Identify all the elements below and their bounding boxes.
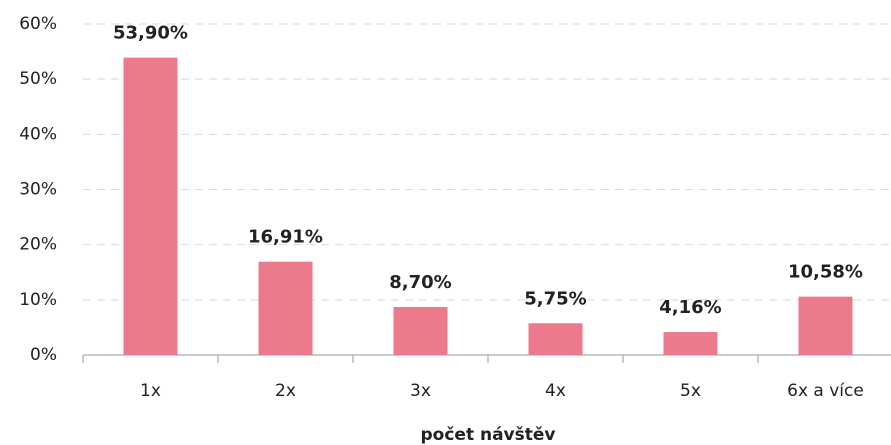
y-tick-label: 60% — [19, 14, 57, 34]
bar — [798, 296, 853, 355]
bar — [393, 307, 448, 355]
x-tick-label: 4x — [545, 381, 566, 401]
x-tick-label: 5x — [680, 381, 701, 401]
y-tick-label: 40% — [19, 124, 57, 144]
x-tick-label: 3x — [410, 381, 431, 401]
x-tick-label: 6x a více — [787, 381, 864, 401]
x-tick-label: 2x — [275, 381, 296, 401]
y-tick-label: 10% — [19, 290, 57, 310]
x-tick-label: 1x — [140, 381, 161, 401]
bar — [258, 261, 313, 355]
bar — [663, 332, 718, 355]
y-tick-label: 50% — [19, 69, 57, 89]
y-tick-label: 20% — [19, 235, 57, 255]
data-label: 10,58% — [788, 262, 863, 283]
bar — [123, 57, 178, 355]
x-axis-label: počet návštěv — [420, 425, 555, 445]
data-label: 5,75% — [524, 288, 586, 309]
y-tick-label: 0% — [30, 345, 57, 365]
data-label: 16,91% — [248, 227, 323, 248]
bar — [528, 323, 583, 355]
data-label: 8,70% — [389, 272, 451, 293]
data-label: 4,16% — [659, 297, 721, 318]
y-tick-label: 30% — [19, 180, 57, 200]
data-label: 53,90% — [113, 23, 188, 44]
